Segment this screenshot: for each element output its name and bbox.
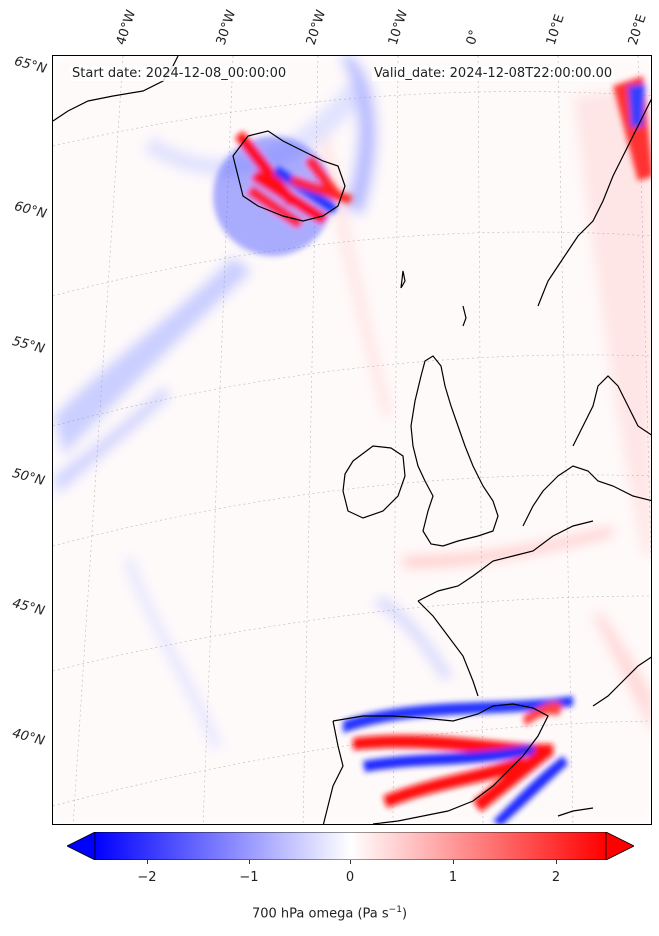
lat-label-65n: 65°N [12,54,49,77]
colorbar-extend-min [67,832,96,860]
tick-mark [350,860,351,864]
tick-mark [556,860,557,864]
colorbar-label-exponent: −1 [388,905,402,915]
colorbar-extend-max [605,832,634,860]
omega-field-background [53,56,651,824]
lon-label-30w: 30°W [213,8,240,47]
tick-mark [249,860,250,864]
colorbar-tick-1: 1 [448,870,458,885]
valid-date-label: Valid_date: 2024-12-08T22:00:00.00 [372,66,615,81]
lat-label-60n: 60°N [12,199,49,222]
colorbar-label: 700 hPa omega (Pa s−1) [0,905,659,921]
lon-label-10w: 10°W [385,8,412,47]
colorbar [67,832,634,860]
norway-omega-bands [613,76,651,181]
colorbar-tick-minus1: −1 [239,870,259,885]
omega-field-map [53,56,651,824]
colorbar-label-text: 700 hPa omega (Pa s [251,906,389,922]
lon-label-10e: 10°E [543,12,568,48]
colorbar-tick-2: 2 [551,870,561,885]
lon-label-20w: 20°W [303,8,330,47]
iberia-omega-bands [343,696,573,824]
tick-mark [147,860,148,864]
colorbar-tick-minus2: −2 [137,870,157,885]
iceland-omega-bands [213,131,353,256]
lat-label-55n: 55°N [10,334,47,357]
map-panel[interactable] [52,55,652,825]
colorbar-label-close: ) [401,906,408,922]
colorbar-tick-0: 0 [345,870,355,885]
lon-label-0: 0° [463,28,483,47]
lat-label-45n: 45°N [10,596,47,619]
tick-mark [453,860,454,864]
lon-label-40w: 40°W [113,8,140,47]
lat-label-40n: 40°N [10,726,47,749]
start-date-label: Start date: 2024-12-08_00:00:00 [70,66,289,81]
lat-label-50n: 50°N [10,466,47,489]
lon-label-20e: 20°E [625,12,650,48]
colorbar-scale [94,832,607,860]
coastlines [53,56,651,824]
